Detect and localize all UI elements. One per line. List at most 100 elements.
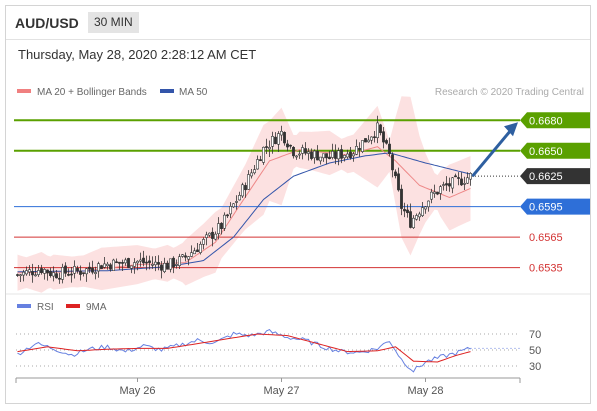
candle-99 bbox=[313, 149, 316, 164]
level-0.6680-label: 0.6680 bbox=[529, 115, 563, 127]
candle-57 bbox=[187, 256, 190, 266]
candle-16 bbox=[64, 262, 67, 277]
candle-body bbox=[151, 264, 154, 266]
candle-body bbox=[307, 151, 310, 154]
candle-53 bbox=[175, 259, 178, 269]
candle-body bbox=[157, 262, 160, 265]
candle-118 bbox=[370, 136, 373, 145]
candle-127 bbox=[397, 167, 400, 192]
candle-body bbox=[223, 214, 226, 229]
candle-body bbox=[133, 262, 136, 267]
candle-88 bbox=[280, 125, 283, 141]
candle-body bbox=[76, 268, 79, 271]
candle-body bbox=[415, 215, 418, 220]
rsi-tick-70: 70 bbox=[529, 329, 541, 341]
candle-15 bbox=[61, 263, 64, 284]
candle-body bbox=[361, 140, 364, 152]
candle-body bbox=[397, 173, 400, 191]
candle-body bbox=[88, 266, 91, 270]
candle-body bbox=[376, 122, 379, 139]
candle-body bbox=[115, 261, 118, 264]
candle-body bbox=[253, 169, 256, 174]
candle-body bbox=[466, 177, 469, 184]
candle-97 bbox=[307, 148, 310, 161]
candle-120 bbox=[376, 115, 379, 144]
candle-33 bbox=[115, 258, 118, 264]
candle-body bbox=[91, 267, 94, 273]
level-0.6565-label: 0.6565 bbox=[529, 232, 563, 244]
candle-107 bbox=[337, 147, 340, 166]
candle-body bbox=[250, 172, 253, 177]
candle-body bbox=[25, 270, 28, 275]
candle-body bbox=[265, 146, 268, 148]
level-0.6595-tag bbox=[520, 198, 590, 215]
chart-widget: AUD/USD 30 MIN Thursday, May 28, 2020 2:… bbox=[5, 5, 591, 404]
candle-body bbox=[172, 257, 175, 268]
candle-body bbox=[433, 191, 436, 194]
candle-body bbox=[70, 273, 73, 276]
candle-body bbox=[82, 272, 85, 274]
candle-body bbox=[454, 175, 457, 178]
candle-102 bbox=[322, 153, 325, 162]
candle-83 bbox=[265, 138, 268, 154]
candle-body bbox=[409, 211, 412, 228]
level-0.6625-label: 0.6625 bbox=[529, 171, 563, 183]
candle-105 bbox=[331, 143, 334, 160]
candle-body bbox=[181, 254, 184, 257]
candle-46 bbox=[154, 256, 157, 272]
candle-body bbox=[52, 272, 55, 277]
candle-112 bbox=[352, 151, 355, 162]
candle-128 bbox=[400, 184, 403, 216]
candle-body bbox=[22, 271, 25, 276]
candle-body bbox=[73, 266, 76, 274]
candle-61 bbox=[199, 241, 202, 255]
candle-body bbox=[310, 151, 313, 159]
candle-129 bbox=[403, 202, 406, 218]
candle-body bbox=[373, 136, 376, 139]
candle-body bbox=[406, 209, 409, 214]
candle-108 bbox=[340, 144, 343, 164]
candle-146 bbox=[454, 173, 457, 178]
candle-98 bbox=[310, 148, 313, 161]
timeframe-badge[interactable]: 30 MIN bbox=[88, 12, 139, 33]
candle-85 bbox=[271, 131, 274, 154]
candle-48 bbox=[160, 261, 163, 279]
candle-body bbox=[403, 209, 406, 212]
candle-56 bbox=[184, 252, 187, 262]
candle-31 bbox=[109, 262, 112, 272]
ma20-legend-label: MA 20 + Bollinger Bands bbox=[37, 87, 147, 98]
candle-body bbox=[445, 183, 448, 186]
candle-75 bbox=[241, 182, 244, 198]
candle-body bbox=[145, 261, 148, 264]
candle-body bbox=[118, 261, 121, 264]
candle-body bbox=[46, 269, 49, 274]
candle-body bbox=[199, 243, 202, 253]
candle-89 bbox=[283, 131, 286, 146]
candle-126 bbox=[394, 169, 397, 179]
candle-body bbox=[103, 263, 106, 268]
candle-42 bbox=[142, 250, 145, 267]
candle-body bbox=[322, 153, 325, 159]
candle-28 bbox=[100, 264, 103, 269]
candle-body bbox=[283, 132, 286, 144]
candle-body bbox=[334, 151, 337, 159]
candle-body bbox=[40, 268, 43, 274]
candle-37 bbox=[127, 257, 130, 269]
candle-body bbox=[235, 201, 238, 203]
candle-body bbox=[178, 256, 181, 266]
candle-82 bbox=[262, 146, 265, 165]
candle-12 bbox=[52, 266, 55, 282]
candle-body bbox=[355, 146, 358, 155]
candle-44 bbox=[148, 255, 151, 270]
candle-34 bbox=[118, 261, 121, 270]
candle-body bbox=[280, 130, 283, 136]
candle-131 bbox=[409, 203, 412, 229]
candle-55 bbox=[181, 254, 184, 258]
candle-59 bbox=[193, 247, 196, 255]
candle-60 bbox=[196, 242, 199, 253]
candle-body bbox=[436, 191, 439, 195]
candle-125 bbox=[391, 152, 394, 178]
candle-body bbox=[154, 261, 157, 266]
candle-body bbox=[127, 258, 130, 268]
candle-body bbox=[100, 265, 103, 269]
